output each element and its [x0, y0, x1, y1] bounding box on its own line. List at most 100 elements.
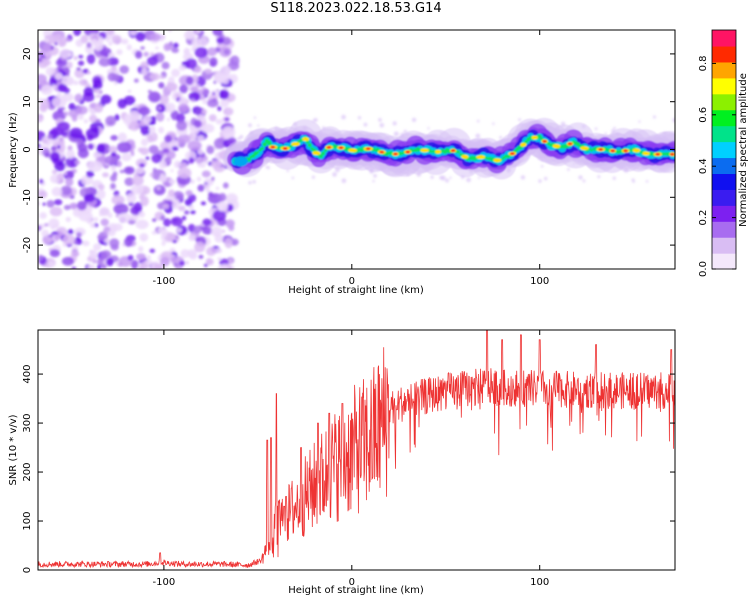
noise-blob [104, 238, 110, 244]
noise-blob [115, 261, 119, 266]
noise-blob [142, 115, 152, 124]
noise-blob [184, 210, 190, 215]
noise-blob [140, 125, 151, 136]
noise-blob [198, 254, 204, 259]
noise-blob [129, 30, 138, 36]
track-cell [266, 140, 272, 146]
colorbar-segment [712, 93, 736, 111]
snr-x-tick-label: 0 [349, 577, 355, 588]
noise-blob [93, 243, 102, 251]
noise-blob [195, 30, 202, 34]
noise-blob [218, 193, 227, 202]
noise-blob [148, 125, 156, 134]
noise-dot [544, 176, 548, 181]
track-hotspot [312, 151, 321, 156]
snr-y-tick-label: 300 [22, 414, 33, 433]
noise-blob [47, 134, 53, 140]
track-peak [270, 145, 276, 149]
track-hotspot [493, 158, 502, 163]
noise-dot [439, 175, 444, 180]
noise-blob [194, 237, 200, 242]
track-cell [256, 151, 260, 154]
track-peak [655, 152, 660, 156]
noise-blob [175, 235, 179, 240]
noise-blob [133, 78, 139, 83]
noise-blob [167, 82, 172, 86]
noise-blob [41, 229, 50, 238]
spectrogram-y-tick-label: 20 [22, 48, 33, 61]
noise-blob [147, 89, 152, 94]
noise-blob [182, 215, 187, 221]
noise-blob [121, 153, 132, 162]
track-cell [590, 148, 594, 152]
noise-blob [192, 134, 197, 139]
noise-blob [216, 37, 224, 45]
noise-dot [253, 116, 257, 119]
noise-blob [49, 77, 58, 87]
noise-blob [159, 75, 165, 80]
noise-blob [164, 134, 173, 143]
noise-blob [191, 37, 202, 48]
noise-blob [62, 234, 76, 245]
colorbar-segment [712, 77, 736, 95]
noise-dot [520, 175, 526, 180]
track-peak [542, 139, 547, 143]
noise-blob [201, 109, 208, 115]
noise-blob [153, 184, 166, 196]
noise-blob [151, 230, 158, 235]
noise-blob [206, 47, 218, 57]
track-peak [450, 149, 456, 153]
noise-blob [220, 98, 230, 108]
noise-dot [538, 179, 542, 183]
noise-blob [214, 231, 220, 237]
snr-x-tick-label: -100 [153, 577, 176, 588]
noise-blob [222, 182, 229, 189]
noise-blob [158, 82, 165, 89]
noise-blob [156, 186, 161, 190]
noise-blob [197, 163, 202, 168]
noise-blob [58, 39, 66, 48]
noise-blob [42, 236, 53, 244]
noise-blob [179, 84, 188, 94]
colorbar-label: Normalized spectral amplitude [738, 73, 749, 227]
noise-blob [69, 127, 83, 139]
noise-blob [226, 203, 234, 212]
snr-y-tick-label: 0 [22, 567, 33, 573]
noise-blob [117, 261, 123, 267]
track-peak [510, 152, 515, 156]
noise-blob [105, 115, 117, 127]
noise-blob [132, 175, 144, 186]
noise-blob [50, 145, 57, 152]
noise-dot [594, 127, 598, 131]
noise-dot [291, 176, 295, 180]
noise-blob [158, 175, 167, 182]
spectrogram-y-tick-label: -20 [22, 237, 33, 253]
noise-blob [150, 52, 154, 57]
noise-blob [115, 214, 120, 218]
noise-blob [135, 219, 149, 230]
noise-blob [113, 203, 129, 215]
noise-blob [98, 184, 105, 191]
noise-dot [540, 164, 544, 168]
track-cell [524, 140, 528, 144]
noise-blob [178, 205, 186, 212]
track-hotspot [420, 148, 429, 153]
noise-blob [54, 72, 63, 80]
noise-blob [111, 73, 121, 82]
noise-blob [172, 218, 178, 223]
noise-blob [168, 189, 175, 197]
noise-blob [210, 159, 223, 169]
noise-blob [111, 152, 117, 157]
noise-blob [38, 143, 41, 149]
noise-blob [199, 163, 206, 168]
noise-blob [224, 117, 230, 122]
noise-blob [123, 237, 133, 247]
noise-blob [173, 42, 179, 48]
noise-blob [63, 204, 71, 211]
noise-blob [205, 188, 210, 193]
noise-blob [38, 57, 43, 63]
noise-blob [224, 237, 233, 249]
noise-blob [95, 118, 101, 123]
noise-blob [86, 70, 91, 75]
noise-blob [138, 245, 144, 252]
